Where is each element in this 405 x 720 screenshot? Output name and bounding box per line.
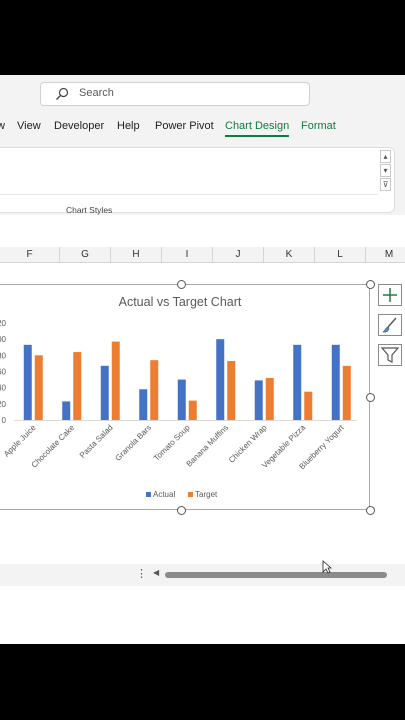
ribbon: ▴ ▾ ⊽ Chart Styles — [0, 145, 405, 215]
bar-target-banana-muffins — [227, 360, 236, 420]
y-tick-label: 100 — [0, 335, 7, 344]
column-header-j[interactable]: J — [213, 247, 264, 262]
chart-filters-button[interactable] — [378, 344, 402, 366]
chart-area[interactable]: Actual vs Target Chart 0 20 40 60 80 100 120 A… — [0, 284, 370, 510]
chart-bars — [23, 339, 351, 420]
tab-view[interactable]: View — [17, 120, 41, 132]
chart-styles-button[interactable] — [378, 314, 402, 336]
column-header-g[interactable]: G — [60, 247, 111, 262]
y-tick-label: 0 — [2, 416, 7, 425]
column-headers: F G H I J K L M — [0, 247, 405, 263]
search-placeholder: Search — [79, 87, 114, 99]
chart-styles-brush-icon — [382, 317, 397, 333]
bar-actual-chocolate-cake — [62, 401, 71, 420]
scroll-thumb[interactable] — [165, 572, 387, 578]
chart-styles-gallery[interactable] — [0, 148, 378, 195]
gallery-more-icon[interactable]: ⊽ — [380, 178, 391, 191]
mouse-cursor-icon — [322, 560, 332, 574]
y-axis-ticks: 0 20 40 60 80 100 120 — [0, 319, 7, 425]
chart-resize-handle-top-right[interactable] — [366, 280, 375, 289]
chart-elements-icon — [383, 288, 397, 302]
y-tick-label: 60 — [0, 368, 7, 377]
status-area — [0, 586, 405, 608]
scroll-left-arrow-icon[interactable]: ◀ — [153, 568, 160, 577]
bar-chart: Actual vs Target Chart 0 20 40 60 80 100 120 A… — [0, 295, 357, 499]
legend-label-target: Target — [195, 490, 218, 499]
bar-target-chocolate-cake — [73, 352, 82, 420]
chart-resize-handle-right[interactable] — [366, 393, 375, 402]
ribbon-panel: ▴ ▾ ⊽ Chart Styles — [0, 147, 395, 215]
y-tick-label: 40 — [0, 384, 7, 393]
bar-target-blueberry-yogurt — [342, 365, 351, 420]
tab-developer[interactable]: Developer — [54, 120, 105, 132]
x-axis-label: Pasta Salad — [78, 423, 115, 460]
tab-help[interactable]: Help — [117, 120, 140, 132]
chart-legend: Actual Target — [146, 490, 218, 499]
bar-target-pasta-salad — [111, 341, 120, 420]
legend-swatch-actual — [146, 492, 151, 497]
y-tick-label: 80 — [0, 351, 7, 360]
formula-area — [0, 215, 405, 247]
ribbon-tabs: w View Developer Help Power Pivot Chart … — [0, 115, 405, 145]
bar-actual-granola-bars — [139, 389, 148, 420]
legend-swatch-target — [188, 492, 193, 497]
chart-resize-handle-bottom-right[interactable] — [366, 506, 375, 515]
bar-target-chicken-wrap — [265, 377, 274, 420]
chart-resize-handle-top[interactable] — [177, 280, 186, 289]
x-axis-label: Tomato Soup — [152, 423, 192, 463]
column-header-h[interactable]: H — [111, 247, 162, 262]
tab-power-pivot[interactable]: Power Pivot — [155, 120, 214, 132]
x-axis-label: Granola Bars — [113, 423, 153, 463]
gallery-scroll-down-icon[interactable]: ▾ — [380, 164, 391, 177]
tab-chart-design[interactable]: Chart Design — [225, 120, 290, 137]
column-header-k[interactable]: K — [264, 247, 315, 262]
bar-actual-vegetable-pizza — [293, 344, 302, 420]
gallery-scroll-up-icon[interactable]: ▴ — [380, 150, 391, 163]
chart-resize-handle-bottom[interactable] — [177, 506, 186, 515]
bar-actual-tomato-soup — [177, 379, 186, 420]
column-header-m[interactable]: M — [384, 249, 394, 260]
ribbon-group-label: Chart Styles — [66, 205, 113, 215]
excel-window: Search w View Developer Help Power Pivot… — [0, 75, 405, 644]
bar-actual-blueberry-yogurt — [331, 344, 340, 420]
worksheet-grid[interactable]: Actual vs Target Chart 0 20 40 60 80 100 120 A… — [0, 263, 405, 564]
bar-target-tomato-soup — [188, 400, 197, 420]
chart-title: Actual vs Target Chart — [119, 295, 242, 309]
bar-target-granola-bars — [150, 360, 159, 420]
column-header-f[interactable]: F — [0, 247, 60, 262]
column-header-l[interactable]: L — [315, 247, 366, 262]
bar-actual-apple-juice — [23, 344, 32, 420]
x-axis-label: Banana Muffins — [185, 423, 231, 469]
scroll-split-handle-icon[interactable]: ⋮ — [136, 568, 147, 580]
column-header-i[interactable]: I — [162, 247, 213, 262]
chart-filters-icon — [380, 347, 400, 363]
title-bar: Search — [0, 75, 405, 115]
x-axis-label: Apple Juice — [2, 423, 38, 459]
bar-target-apple-juice — [34, 355, 43, 420]
bar-target-vegetable-pizza — [304, 391, 313, 420]
chart-elements-button[interactable] — [378, 284, 402, 306]
x-axis-label: Chicken Wrap — [227, 423, 269, 465]
horizontal-scrollbar: ⋮ ◀ — [0, 564, 405, 586]
bar-actual-pasta-salad — [100, 365, 109, 420]
bar-actual-banana-muffins — [216, 339, 225, 420]
bar-actual-chicken-wrap — [254, 380, 263, 420]
search-box[interactable]: Search — [40, 82, 310, 106]
y-tick-label: 120 — [0, 319, 7, 328]
search-icon — [56, 87, 69, 100]
tab-partial[interactable]: w — [0, 120, 5, 132]
tab-format[interactable]: Format — [301, 120, 336, 132]
y-tick-label: 20 — [0, 400, 7, 409]
legend-label-actual: Actual — [153, 490, 175, 499]
